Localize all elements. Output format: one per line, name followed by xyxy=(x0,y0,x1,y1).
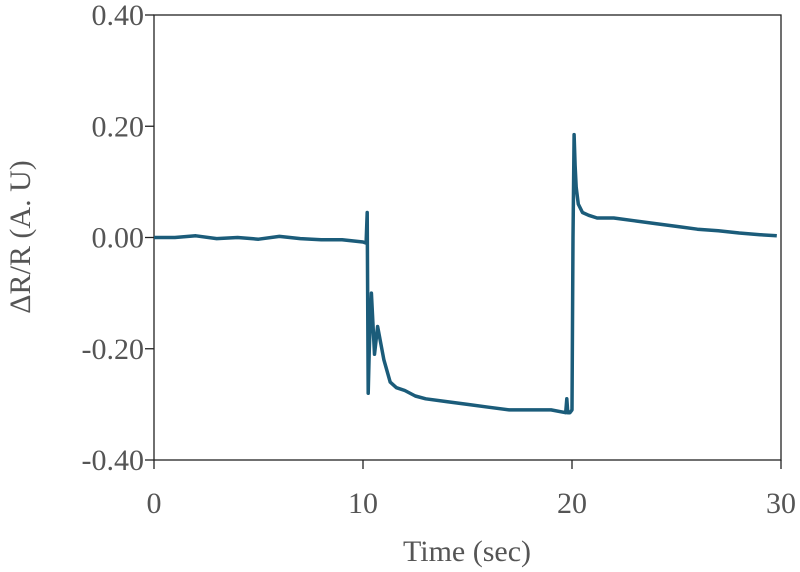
y-axis: 0.40 0.20 0.00 -0.20 -0.40 xyxy=(82,0,154,477)
x-tick-label: 30 xyxy=(766,487,796,520)
x-tick-label: 0 xyxy=(147,487,162,520)
x-axis-label: Time (sec) xyxy=(403,535,531,568)
x-tick-label: 10 xyxy=(348,487,378,520)
signal-line xyxy=(154,132,777,415)
y-tick-label: -0.40 xyxy=(82,444,145,477)
y-tick-label: 0.40 xyxy=(92,0,145,32)
y-tick-label: 0.00 xyxy=(92,222,145,255)
x-tick-label: 20 xyxy=(557,487,587,520)
y-tick-label: 0.20 xyxy=(92,110,145,143)
y-tick-label: -0.20 xyxy=(82,333,145,366)
y-axis-label: ΔR/R (A. U) xyxy=(4,160,37,313)
x-axis: 0 10 20 30 xyxy=(147,460,796,520)
